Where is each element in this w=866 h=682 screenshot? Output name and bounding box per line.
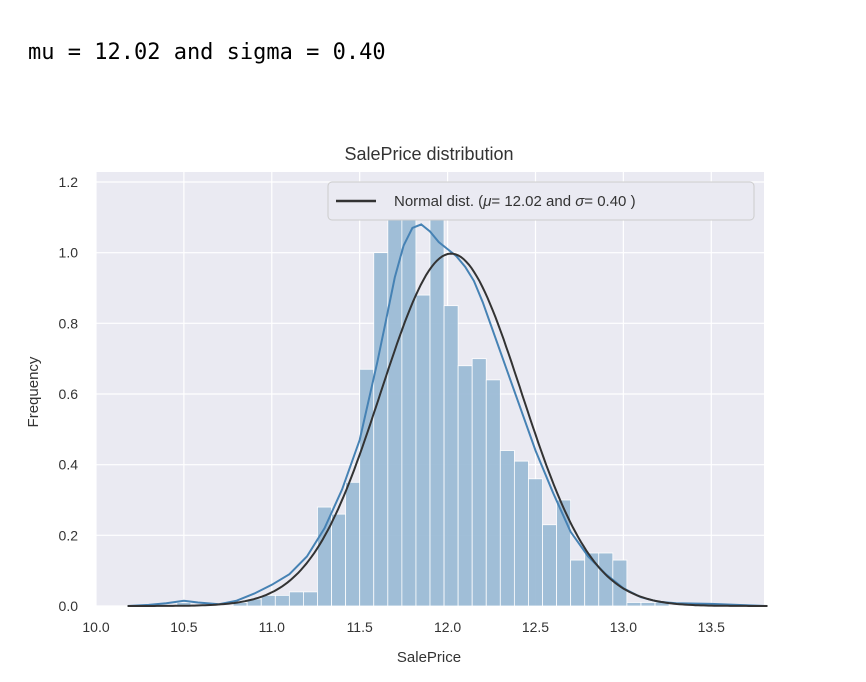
histogram-bar bbox=[303, 591, 318, 607]
histogram-bar bbox=[640, 602, 656, 607]
y-tick-label: 0.6 bbox=[59, 386, 79, 402]
x-tick-label: 12.5 bbox=[522, 619, 549, 635]
histogram-bar bbox=[288, 591, 304, 607]
y-tick-label: 0.8 bbox=[59, 315, 79, 331]
y-tick-label: 1.2 bbox=[59, 174, 79, 190]
output-line: mu = 12.02 and sigma = 0.40 bbox=[28, 40, 386, 65]
x-tick-label: 13.0 bbox=[610, 619, 637, 635]
x-axis-label: SalePrice bbox=[397, 649, 461, 666]
x-tick-label: 10.5 bbox=[170, 619, 197, 635]
histogram-bar bbox=[373, 252, 389, 607]
x-tick-labels: 10.0 10.5 11.0 11.5 12.0 12.5 13.0 13.5 bbox=[82, 619, 725, 635]
histogram-bar bbox=[471, 358, 487, 607]
y-tick-label: 0.4 bbox=[59, 457, 79, 473]
histogram-bar bbox=[528, 478, 543, 607]
x-tick-label: 13.5 bbox=[698, 619, 725, 635]
histogram-bar bbox=[499, 450, 515, 607]
x-tick-label: 11.5 bbox=[347, 619, 373, 635]
legend: Normal dist. (μ= 12.02 and σ= 0.40 ) bbox=[327, 181, 755, 221]
histogram-bar bbox=[429, 188, 445, 607]
histogram-bar bbox=[443, 305, 459, 607]
histogram-bar bbox=[317, 506, 332, 607]
chart-title: SalePrice distribution bbox=[344, 144, 513, 164]
histogram-bar bbox=[457, 365, 473, 607]
histogram-bar bbox=[274, 595, 290, 607]
histogram-bar bbox=[556, 499, 572, 607]
x-tick-label: 11.0 bbox=[259, 619, 285, 635]
x-tick-label: 12.0 bbox=[434, 619, 461, 635]
y-tick-labels: 0.0 0.2 0.4 0.6 0.8 1.0 1.2 bbox=[59, 174, 79, 614]
y-tick-label: 0.0 bbox=[59, 598, 79, 614]
histogram-bar bbox=[570, 559, 586, 607]
histogram-bar bbox=[626, 602, 642, 607]
y-tick-label: 0.2 bbox=[59, 527, 79, 543]
histogram-bar bbox=[401, 216, 417, 607]
histogram-bar bbox=[485, 379, 501, 607]
legend-prefix: Normal dist. ( bbox=[394, 193, 483, 210]
histogram-bar bbox=[345, 481, 361, 607]
y-tick-label: 1.0 bbox=[59, 245, 79, 261]
histogram-bar bbox=[612, 559, 628, 607]
legend-suffix: = 0.40 ) bbox=[584, 193, 635, 210]
x-tick-label: 10.0 bbox=[82, 619, 109, 635]
histogram-bar bbox=[415, 294, 431, 607]
histogram-bar bbox=[542, 524, 557, 607]
y-axis-label: Frequency bbox=[25, 356, 42, 427]
legend-mid: = 12.02 and bbox=[491, 193, 575, 210]
histogram-bar bbox=[331, 513, 347, 607]
legend-sigma-symbol: σ bbox=[575, 193, 585, 210]
legend-mu-symbol: μ bbox=[482, 193, 491, 210]
normal-fit-line bbox=[127, 252, 768, 607]
legend-box bbox=[327, 181, 755, 221]
histogram-bar bbox=[513, 460, 529, 607]
legend-label: Normal dist. (μ= 12.02 and σ= 0.40 ) bbox=[394, 193, 636, 210]
